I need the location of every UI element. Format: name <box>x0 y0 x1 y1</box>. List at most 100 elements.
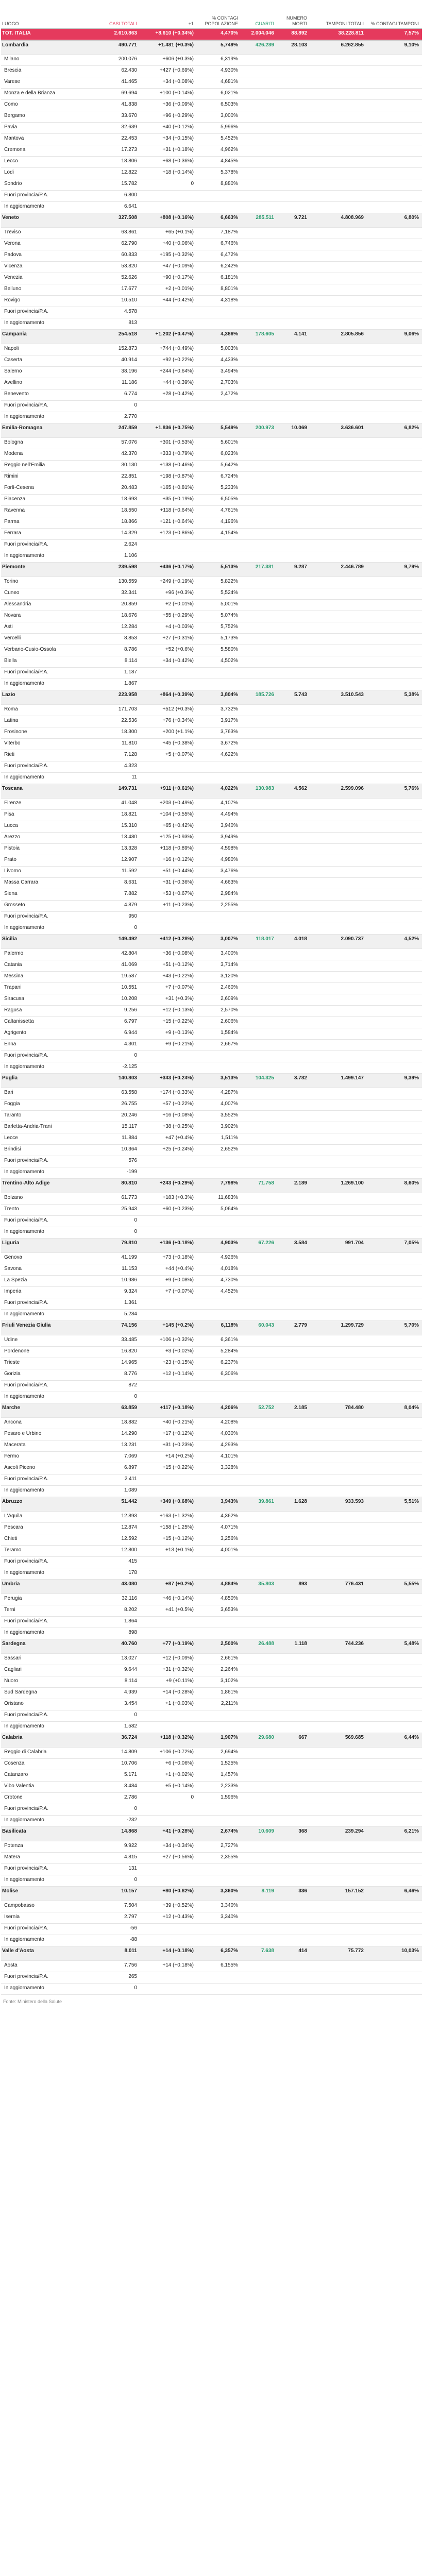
region-delta: +436 (+0.17%) <box>159 564 194 570</box>
region-row: Lombardia 490.771 +1.481 (+0.3%) 5,749% 426.… <box>1 40 422 55</box>
province-name: In aggiornamento <box>4 553 44 558</box>
region-pct: 3,007% <box>221 936 238 942</box>
province-cases: 0 <box>134 1985 137 1991</box>
province-delta: +15 (+0.12%) <box>162 1536 194 1541</box>
province-pct: 4,850% <box>221 1596 238 1601</box>
region-delta: +41 (+0.28%) <box>162 1828 194 1834</box>
region-pct: 4,022% <box>221 786 238 791</box>
region-dead: 2.779 <box>294 1323 307 1328</box>
province-name: Fuori provincia/P.A. <box>4 309 48 314</box>
province-name: Verbano-Cusio-Ossola <box>4 647 56 652</box>
province-name: Cuneo <box>4 590 20 596</box>
province-pct: 4,730% <box>221 1277 238 1283</box>
province-row: Prato 12.907 +16 (+0.12%) 4,980% <box>1 855 422 867</box>
region-delta: +1.836 (+0.75%) <box>155 425 194 431</box>
province-name: Reggio di Calabria <box>4 1749 47 1755</box>
province-row: Fuori provincia/P.A. 415 <box>1 1557 422 1568</box>
region-cases: 223.958 <box>118 692 137 698</box>
province-name: Alessandria <box>4 601 31 607</box>
region-dead: 667 <box>298 1735 307 1740</box>
province-cases: 40.914 <box>121 357 137 363</box>
total-name: TOT. ITALIA <box>2 30 31 36</box>
province-row: Fuori provincia/P.A. 872 <box>1 1381 422 1392</box>
region-swabs: 744.236 <box>345 1641 364 1647</box>
province-name: Fuori provincia/P.A. <box>4 1217 48 1223</box>
province-delta: +27 (+0.56%) <box>162 1854 194 1860</box>
province-name: Fuori provincia/P.A. <box>4 913 48 919</box>
province-name: In aggiornamento <box>4 774 44 780</box>
province-cases: 9.256 <box>124 1007 137 1013</box>
province-pct: 2,694% <box>221 1749 238 1755</box>
province-cases: 5.171 <box>124 1772 137 1777</box>
province-row: Brindisi 10.364 +25 (+0.24%) 2,652% <box>1 1145 422 1156</box>
province-name: Venezia <box>4 275 23 280</box>
region-cases: 149.492 <box>118 936 137 942</box>
regions-body: Lombardia 490.771 +1.481 (+0.3%) 5,749% 426.… <box>1 40 422 1995</box>
province-row: Treviso 63.861 +65 (+0.1%) 7,187% <box>1 228 422 239</box>
province-name: Imperia <box>4 1289 22 1294</box>
region-row: Veneto 327.508 +808 (+0.16%) 6,663% 285.511 9… <box>1 213 422 228</box>
province-row: Milano 200.076 +606 (+0.3%) 6,319% <box>1 55 422 66</box>
province-delta: +34 (+0.15%) <box>162 135 194 141</box>
province-row: Padova 60.833 +195 (+0.32%) 6,472% <box>1 250 422 262</box>
province-cases: 152.873 <box>118 346 137 351</box>
province-pct: 5,452% <box>221 135 238 141</box>
source-note: Fonte: Ministero della Salute <box>3 1999 62 2004</box>
province-delta: +4 (+0.03%) <box>165 624 194 630</box>
region-positivity: 4,52% <box>404 936 419 942</box>
province-pct: 6,361% <box>221 1337 238 1343</box>
province-pct: 4,362% <box>221 1513 238 1519</box>
province-pct: 3,256% <box>221 1536 238 1541</box>
province-row: Imperia 9.324 +7 (+0.07%) 4,452% <box>1 1287 422 1298</box>
province-row: Ancona 18.882 +40 (+0.21%) 4,208% <box>1 1418 422 1429</box>
province-cases: 2.624 <box>124 541 137 547</box>
province-delta: 0 <box>191 1794 194 1800</box>
province-name: Fuori provincia/P.A. <box>4 541 48 547</box>
province-name: Foggia <box>4 1101 20 1107</box>
province-cases: 33.670 <box>121 113 137 118</box>
province-delta: +125 (+0.93%) <box>159 834 194 840</box>
province-name: Lodi <box>4 170 14 175</box>
province-row: Cagliari 9.644 +31 (+0.32%) 2,264% <box>1 1665 422 1676</box>
province-name: In aggiornamento <box>4 1723 44 1729</box>
province-row: Taranto 20.246 +16 (+0.08%) 3,552% <box>1 1111 422 1122</box>
province-delta: +12 (+0.09%) <box>162 1655 194 1661</box>
province-delta: +55 (+0.29%) <box>162 613 194 618</box>
province-pct: 2,667% <box>221 1041 238 1047</box>
province-cases: 14.329 <box>121 530 137 536</box>
province-cases: 6.944 <box>124 1030 137 1036</box>
region-dead: 28.103 <box>291 42 307 48</box>
province-row: Livorno 11.592 +51 (+0.44%) 3,476% <box>1 867 422 878</box>
province-cases: 17.273 <box>121 147 137 152</box>
province-row: Pordenone 16.820 +3 (+0.02%) 5,284% <box>1 1347 422 1358</box>
province-row: Parma 18.866 +121 (+0.64%) 4,196% <box>1 517 422 529</box>
province-delta: +51 (+0.12%) <box>162 962 194 968</box>
region-positivity: 6,44% <box>404 1735 419 1740</box>
province-pct: 3,476% <box>221 868 238 874</box>
province-cases: 12.800 <box>121 1547 137 1553</box>
province-delta: +244 (+0.64%) <box>159 368 194 374</box>
province-delta: +183 (+0.3%) <box>162 1195 194 1200</box>
region-name: Molise <box>2 1888 19 1894</box>
province-cases: -88 <box>129 1937 137 1942</box>
province-pct: 6,237% <box>221 1360 238 1365</box>
region-name: Emilia-Romagna <box>2 425 43 431</box>
province-cases: 200.076 <box>118 56 137 62</box>
province-cases: 0 <box>134 925 137 930</box>
province-name: Aosta <box>4 1962 18 1968</box>
province-name: Milano <box>4 56 20 62</box>
province-name: Latina <box>4 718 19 723</box>
province-cases: 32.341 <box>121 590 137 596</box>
region-cases: 8.011 <box>124 1948 137 1954</box>
province-delta: +38 (+0.25%) <box>162 1124 194 1129</box>
region-delta: +243 (+0.29%) <box>159 1180 194 1186</box>
province-row: Ragusa 9.256 +12 (+0.13%) 2,570% <box>1 1006 422 1017</box>
province-delta: +39 (+0.52%) <box>162 1903 194 1908</box>
province-delta: +6 (+0.06%) <box>165 1760 194 1766</box>
province-pct: 2,652% <box>221 1146 238 1152</box>
province-delta: +106 (+0.72%) <box>159 1749 194 1755</box>
province-delta: +163 (+1.32%) <box>159 1513 194 1519</box>
province-pct: 1,861% <box>221 1689 238 1695</box>
province-delta: +31 (+0.18%) <box>162 147 194 152</box>
province-cases: 4.879 <box>124 902 137 908</box>
